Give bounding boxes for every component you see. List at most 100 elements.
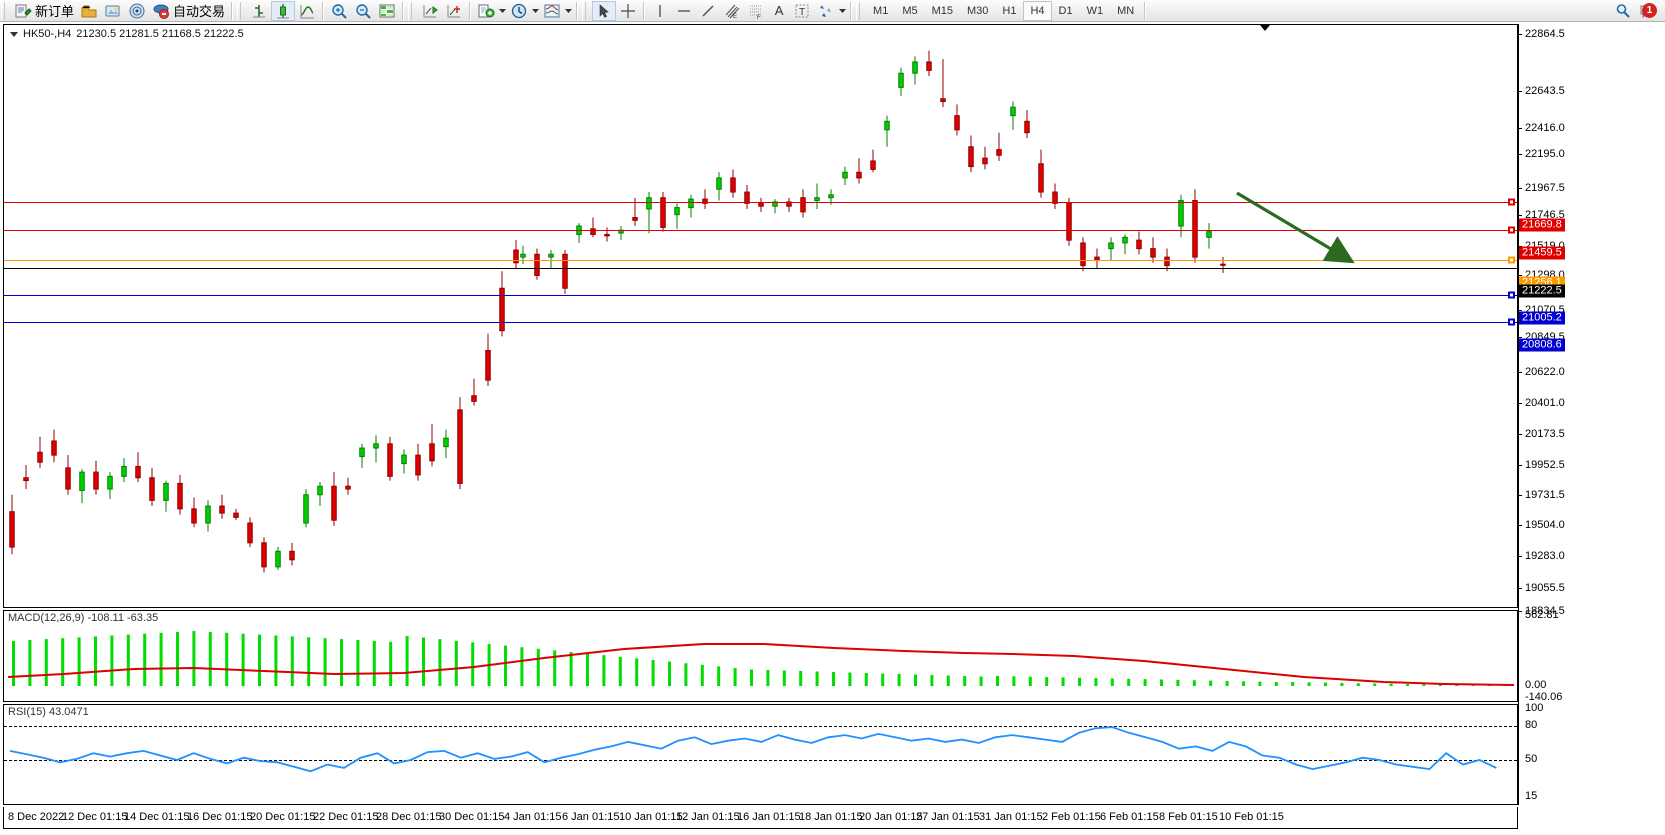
zoom-out-icon[interactable] xyxy=(351,1,375,21)
new-order-button[interactable]: 新订单 xyxy=(11,1,77,21)
price-level-badge-resistance-2[interactable]: 21459.5 xyxy=(1519,246,1565,260)
templates-dropdown-arrow[interactable] xyxy=(564,8,573,13)
toolbar-separator-1 xyxy=(231,1,234,20)
macd-label: MACD(12,26,9) -108.11 -63.35 xyxy=(8,612,159,624)
chart-symbol-label: HK50-,H4 xyxy=(23,28,72,40)
signals-icon[interactable] xyxy=(125,1,149,21)
price-level-badge-support-2[interactable]: 20808.6 xyxy=(1519,338,1565,352)
time-axis-label: 18 Jan 01:15 xyxy=(799,811,863,823)
toolbar-separator-7 xyxy=(850,1,853,20)
fibonacci-icon[interactable]: F xyxy=(744,1,768,21)
time-axis-label: 20 Jan 01:15 xyxy=(859,811,923,823)
crosshair-icon[interactable] xyxy=(616,1,640,21)
macd-pane[interactable]: MACD(12,26,9) -108.11 -63.35 xyxy=(3,610,1518,702)
publish-icon[interactable] xyxy=(101,1,125,21)
price-axis[interactable]: 22864.5 22643.5 22416.0 22195.0 21967.5 21746… xyxy=(1518,24,1665,805)
rsi-axis-label: 80 xyxy=(1525,719,1538,731)
indicators-dropdown-arrow[interactable] xyxy=(498,8,507,13)
chart-shift-icon[interactable] xyxy=(418,1,442,21)
auto-scroll-icon[interactable] xyxy=(442,1,466,21)
axis-tick-label: 19952.5 xyxy=(1525,459,1565,471)
chevron-down-icon[interactable] xyxy=(10,31,18,37)
toolbar-separator-2 xyxy=(322,1,325,20)
timeframe-m1[interactable]: M1 xyxy=(873,4,889,17)
price-line-handle-resistance-2[interactable] xyxy=(1508,226,1515,234)
axis-tick-label: 19504.0 xyxy=(1525,519,1565,531)
candlestick-chart-icon[interactable] xyxy=(271,0,296,21)
axis-tick xyxy=(1518,215,1522,216)
axis-tick-label: 21967.5 xyxy=(1525,182,1565,194)
vline-icon[interactable] xyxy=(648,1,672,21)
price-level-badge-support-1[interactable]: 21005.2 xyxy=(1519,311,1565,325)
time-axis-label: 28 Dec 01:15 xyxy=(376,811,442,823)
price-line-support-2[interactable] xyxy=(4,322,1517,323)
text-icon[interactable]: A xyxy=(774,3,784,18)
price-line-handle-resistance-1[interactable] xyxy=(1508,198,1515,206)
toolbar-grip-4[interactable] xyxy=(582,1,591,20)
time-axis[interactable]: 8 Dec 2022 12 Dec 01:15 14 Dec 01:15 16 Dec… xyxy=(3,807,1518,829)
toolbar-grip-3[interactable] xyxy=(408,1,417,20)
price-level-badge-resistance-1[interactable]: 21669.8 xyxy=(1519,218,1565,232)
time-axis-label: 8 Dec 2022 xyxy=(8,811,65,823)
timeframe-w1[interactable]: W1 xyxy=(1086,4,1104,17)
axis-tick-label: 18834.5 xyxy=(1525,605,1565,617)
zoom-in-icon[interactable] xyxy=(327,1,351,21)
axis-tick xyxy=(1518,611,1522,612)
price-level-badge-current-price[interactable]: 21222.5 xyxy=(1519,284,1565,298)
text-label-icon[interactable]: T xyxy=(790,1,814,21)
trendline-icon[interactable] xyxy=(696,1,720,21)
timeframe-m30[interactable]: M30 xyxy=(967,4,989,17)
price-line-resistance-1[interactable] xyxy=(4,202,1517,203)
price-pane[interactable]: HK50-,H4 21230.5 21281.5 21168.5 21222.5 xyxy=(3,24,1518,608)
axis-tick xyxy=(1518,434,1522,435)
timeframe-h4[interactable]: H4 xyxy=(1023,0,1052,21)
period-icon[interactable] xyxy=(507,1,531,21)
price-line-support-1[interactable] xyxy=(4,295,1517,296)
timeframe-mn[interactable]: MN xyxy=(1117,4,1135,17)
axis-tick xyxy=(1518,154,1522,155)
shapes-dropdown-arrow[interactable] xyxy=(838,8,847,13)
time-axis-label: 27 Jan 01:15 xyxy=(916,811,980,823)
templates-icon[interactable] xyxy=(540,1,564,21)
timeframe-d1[interactable]: D1 xyxy=(1058,4,1073,17)
hline-icon[interactable] xyxy=(672,1,696,21)
chart-symbol-header: HK50-,H4 21230.5 21281.5 21168.5 21222.5 xyxy=(10,28,244,40)
time-axis-label: 6 Feb 01:15 xyxy=(1100,811,1159,823)
folder-icon[interactable] xyxy=(77,1,101,21)
time-axis-label: 30 Dec 01:15 xyxy=(439,811,505,823)
axis-tick xyxy=(1518,372,1522,373)
axis-tick xyxy=(1518,188,1522,189)
alerts-icon[interactable]: 1 xyxy=(1635,1,1661,21)
rsi-pane[interactable]: RSI(15) 43.0471 xyxy=(3,704,1518,805)
timeframe-m15[interactable]: M15 xyxy=(931,4,953,17)
toolbar-grip-5[interactable] xyxy=(856,1,865,20)
bar-chart-icon[interactable] xyxy=(247,1,271,21)
rsi-axis-label: 100 xyxy=(1525,702,1544,714)
price-line-handle-support-2[interactable] xyxy=(1508,318,1515,326)
toolbar-grip[interactable] xyxy=(1,1,9,20)
toolbar-grip-2[interactable] xyxy=(237,1,246,20)
line-chart-icon[interactable] xyxy=(295,1,319,21)
time-axis-label: 8 Feb 01:15 xyxy=(1159,811,1218,823)
timeframe-m5[interactable]: M5 xyxy=(902,4,918,17)
timeframe-h1[interactable]: H1 xyxy=(1002,4,1017,17)
rsi-series xyxy=(9,726,1497,773)
chart-area[interactable]: HK50-,H4 21230.5 21281.5 21168.5 21222.5 xyxy=(0,22,1665,835)
macd-axis-label: -140.06 xyxy=(1525,691,1563,703)
time-axis-label: 12 Jan 01:15 xyxy=(676,811,740,823)
cursor-icon[interactable] xyxy=(592,0,617,21)
down-trend-arrow[interactable] xyxy=(1229,183,1369,278)
indicators-icon[interactable] xyxy=(474,1,498,21)
auto-trading-button[interactable]: 自动交易 xyxy=(149,1,228,21)
price-line-resistance-2[interactable] xyxy=(4,230,1517,231)
price-line-handle-entry[interactable] xyxy=(1508,256,1515,264)
data-window-icon[interactable] xyxy=(375,1,399,21)
shapes-icon[interactable] xyxy=(814,1,838,21)
period-dropdown-arrow[interactable] xyxy=(531,8,540,13)
equidistant-channel-icon[interactable]: E xyxy=(720,1,744,21)
time-axis-label: 4 Jan 01:15 xyxy=(504,811,562,823)
svg-text:E: E xyxy=(733,14,737,20)
price-line-entry[interactable] xyxy=(4,260,1517,261)
search-icon[interactable] xyxy=(1611,1,1635,21)
price-line-handle-support-1[interactable] xyxy=(1508,291,1515,299)
